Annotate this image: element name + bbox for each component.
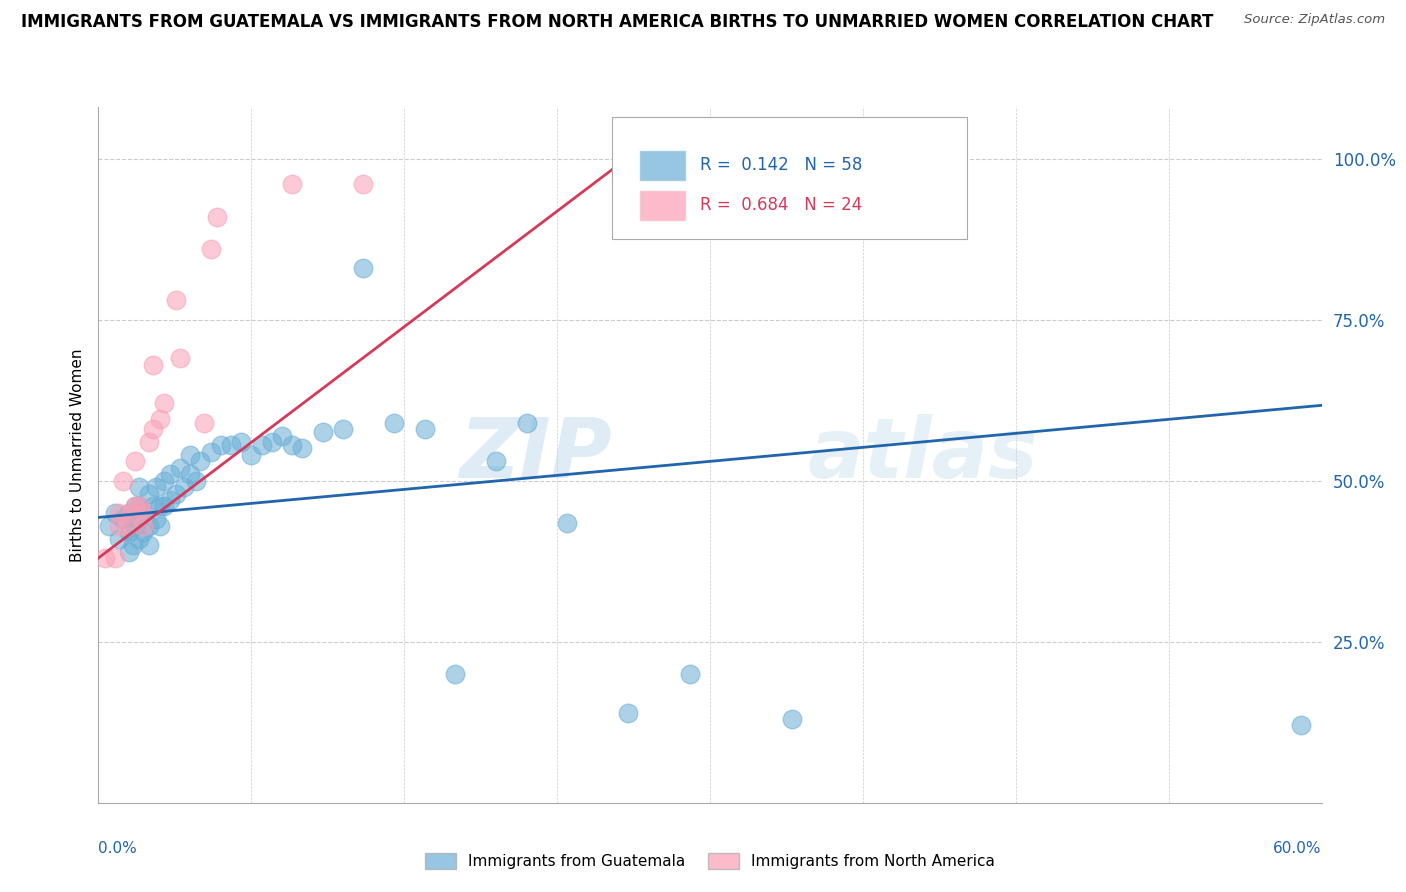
Text: R =  0.684   N = 24: R = 0.684 N = 24	[700, 196, 862, 214]
Point	[209, 438, 232, 452]
Point	[118, 506, 141, 520]
Point	[149, 500, 172, 514]
Point	[142, 500, 165, 514]
Point	[124, 454, 146, 468]
Point	[352, 261, 374, 276]
Point	[115, 518, 138, 533]
Text: 0.0%: 0.0%	[98, 841, 138, 856]
Point	[108, 518, 131, 533]
Point	[128, 500, 150, 514]
Point	[159, 467, 181, 482]
Point	[145, 480, 167, 494]
Point	[200, 444, 222, 458]
Point	[413, 422, 436, 436]
Point	[108, 506, 131, 520]
Point	[128, 532, 150, 546]
Point	[132, 518, 155, 533]
Bar	[640, 150, 686, 181]
Point	[219, 438, 242, 452]
Point	[122, 538, 145, 552]
Point	[138, 486, 160, 500]
Point	[132, 506, 155, 520]
Point	[169, 460, 191, 475]
Point	[104, 551, 127, 566]
Point	[132, 506, 155, 520]
Point	[138, 435, 160, 450]
Point	[97, 518, 120, 533]
Point	[111, 474, 134, 488]
Point	[128, 480, 150, 494]
Point	[281, 438, 304, 452]
FancyBboxPatch shape	[612, 118, 967, 239]
Point	[250, 438, 273, 452]
Point	[152, 474, 174, 488]
Point	[118, 525, 141, 540]
Point	[142, 358, 165, 372]
Text: IMMIGRANTS FROM GUATEMALA VS IMMIGRANTS FROM NORTH AMERICA BIRTHS TO UNMARRIED W: IMMIGRANTS FROM GUATEMALA VS IMMIGRANTS …	[21, 13, 1213, 31]
Point	[138, 518, 160, 533]
Point	[149, 412, 172, 426]
Point	[200, 242, 222, 256]
Point	[205, 210, 228, 224]
Point	[108, 532, 131, 546]
Point	[186, 474, 208, 488]
Point	[780, 712, 803, 726]
Point	[111, 512, 134, 526]
Point	[145, 512, 167, 526]
Point	[679, 667, 702, 681]
Point	[240, 448, 263, 462]
Point	[382, 416, 405, 430]
Point	[1291, 718, 1313, 732]
Point	[104, 506, 127, 520]
Point	[124, 518, 146, 533]
Point	[179, 448, 201, 462]
Point	[124, 500, 146, 514]
Point	[118, 544, 141, 558]
Point	[444, 667, 467, 681]
Point	[270, 428, 294, 442]
Text: ZIP: ZIP	[460, 415, 612, 495]
Point	[485, 454, 508, 468]
Point	[152, 500, 174, 514]
Text: Source: ZipAtlas.com: Source: ZipAtlas.com	[1244, 13, 1385, 27]
Point	[165, 486, 187, 500]
Point	[138, 538, 160, 552]
Point	[142, 422, 165, 436]
Point	[193, 416, 215, 430]
Point	[169, 351, 191, 366]
Point	[93, 551, 115, 566]
Text: 60.0%: 60.0%	[1274, 841, 1322, 856]
Point	[128, 512, 150, 526]
Point	[120, 506, 142, 520]
Point	[128, 500, 150, 514]
Text: R =  0.142   N = 58: R = 0.142 N = 58	[700, 156, 863, 175]
Point	[516, 416, 538, 430]
Y-axis label: Births to Unmarried Women: Births to Unmarried Women	[69, 348, 84, 562]
Point	[173, 480, 195, 494]
Point	[312, 425, 335, 440]
Point	[555, 516, 579, 530]
Point	[159, 493, 181, 508]
Point	[291, 442, 314, 456]
Point	[165, 293, 187, 308]
Point	[332, 422, 354, 436]
Point	[132, 525, 155, 540]
Bar	[640, 190, 686, 220]
Point	[124, 500, 146, 514]
Point	[152, 396, 174, 410]
Point	[281, 178, 304, 192]
Point	[149, 518, 172, 533]
Point	[352, 178, 374, 192]
Point	[231, 435, 253, 450]
Point	[617, 706, 640, 720]
Legend: Immigrants from Guatemala, Immigrants from North America: Immigrants from Guatemala, Immigrants fr…	[419, 847, 1001, 875]
Text: atlas: atlas	[808, 415, 1039, 495]
Point	[188, 454, 212, 468]
Point	[260, 435, 283, 450]
Point	[179, 467, 201, 482]
